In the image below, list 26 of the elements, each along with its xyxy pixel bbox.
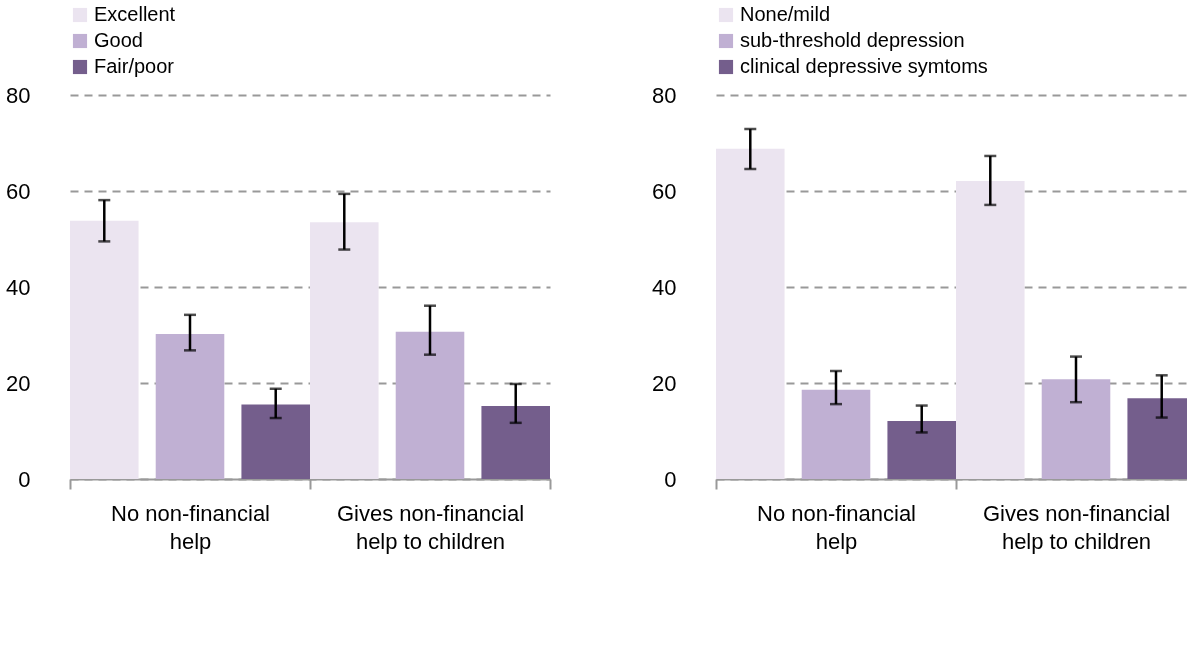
legend-label: Fair/poor: [94, 55, 175, 77]
y-tick-label: 0: [18, 466, 31, 492]
y-tick-label: 60: [652, 178, 677, 204]
y-tick-label: 20: [652, 370, 677, 396]
legend-label: Good: [94, 29, 143, 51]
y-tick-label: 0: [664, 466, 677, 492]
bar: [155, 334, 225, 479]
x-tick-label: No non-financial help: [111, 500, 270, 554]
y-tick-label: 20: [6, 370, 31, 396]
bar: [241, 404, 310, 479]
legend-label: Excellent: [94, 3, 176, 25]
x-tick-label: Gives non-financial help to children: [336, 500, 525, 554]
legend-label: None/mild: [740, 3, 831, 25]
bar: [70, 220, 139, 479]
y-tick-label: 80: [652, 82, 677, 108]
y-tick-label: 40: [652, 274, 677, 300]
y-tick-label: 40: [6, 274, 31, 300]
x-tick-label: No non-financial help: [757, 500, 916, 554]
x-tick-label: Gives non-financial help to children: [982, 500, 1171, 554]
y-tick-label: 60: [6, 178, 31, 204]
y-tick-label: 80: [6, 82, 31, 108]
bar: [481, 406, 550, 479]
legend-label: clinical depressive symtoms: [740, 55, 988, 77]
bar: [310, 222, 379, 479]
bar: [395, 331, 465, 479]
legend-label: sub-threshold depression: [740, 29, 965, 51]
